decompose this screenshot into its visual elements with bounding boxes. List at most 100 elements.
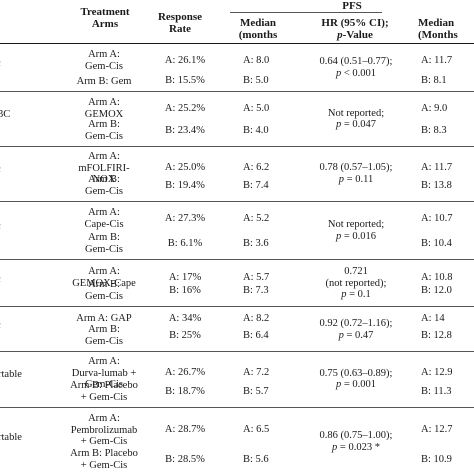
arm-a-label: GEMOX xyxy=(84,108,124,120)
pfs-median-b: B: 7.4 xyxy=(243,179,269,191)
arm-a-label: Arm A: xyxy=(88,207,120,218)
arm-b-label: Arm B: xyxy=(88,279,120,290)
row-label-fragment: rtable xyxy=(0,431,22,443)
response-rate-a: A: 26.7% xyxy=(164,367,206,379)
arm-b-label: + Gem-Cis xyxy=(80,391,128,403)
row-separator xyxy=(0,407,474,408)
hazard-ratio-line: p = 0.001 xyxy=(335,379,377,390)
pfs-median-b: B: 4.0 xyxy=(243,124,269,136)
treatment-arms-header-line1: Treatment xyxy=(80,6,130,18)
response-rate-b: B: 28.5% xyxy=(165,453,205,465)
pfs-median-a: A: 5.2 xyxy=(243,212,270,224)
arm-b-label: + Gem-Cis xyxy=(80,459,128,471)
row-label-fragment: c xyxy=(0,58,1,70)
pfs-median-a: A: 7.2 xyxy=(243,367,270,379)
arm-a-label: NOX xyxy=(92,174,116,185)
pfs-median-a: A: 5.0 xyxy=(243,102,270,114)
hazard-ratio-line: 0.721 xyxy=(344,266,368,278)
response-rate-a: A: 28.7% xyxy=(164,424,206,436)
hazard-ratio-line: (not reported); xyxy=(325,277,387,289)
response-rate-header-line2: Rate xyxy=(169,23,191,35)
os-median-b: B: 10.4 xyxy=(421,237,452,249)
arm-b-label: Gem-Cis xyxy=(85,335,123,347)
row-label-fragment: c xyxy=(0,320,1,332)
response-rate-a: A: 17% xyxy=(168,271,202,283)
arm-b-label: Gem-Cis xyxy=(85,243,123,255)
hazard-ratio-line: Not reported; xyxy=(327,107,385,119)
row-label-fragment: c xyxy=(0,274,1,286)
hazard-ratio-line: Not reported; xyxy=(327,219,385,230)
arm-b-label: Gem-Cis xyxy=(85,290,123,302)
pfs-group-underline xyxy=(230,12,382,13)
response-rate-b: B: 16% xyxy=(169,284,201,296)
os-median-b: B: 8.3 xyxy=(421,124,447,136)
hazard-ratio-line: p = 0.11 xyxy=(338,173,374,185)
arm-a-label: Arm A: xyxy=(88,97,120,108)
response-rate-b: B: 25% xyxy=(169,329,201,341)
arm-b-label: Arm B: xyxy=(88,232,120,243)
arm-a-label: Arm A: xyxy=(88,49,120,60)
os-median-header-line2: (Months xyxy=(418,29,458,41)
hazard-ratio-line: p = 0.1 xyxy=(341,289,371,301)
os-median-header-line1: Median xyxy=(418,17,455,29)
arm-b-label: Arm B: Placebo xyxy=(70,380,138,391)
os-median-a: A: 10.7 xyxy=(421,212,453,224)
row-separator xyxy=(0,146,474,147)
arm-a-label: mFOLFIRI- xyxy=(78,162,130,174)
hr-header-line1: HR (95% CI); xyxy=(321,17,389,29)
hazard-ratio-line: 0.75 (0.63–0.89); xyxy=(319,367,393,379)
response-rate-b: B: 18.7% xyxy=(165,385,205,397)
hazard-ratio-line: 0.92 (0.72–1.16); xyxy=(319,318,393,329)
os-median-b: B: 13.8 xyxy=(421,179,452,191)
os-median-a: A: 12.9 xyxy=(421,367,453,379)
pfs-median-b: B: 7.3 xyxy=(243,284,269,296)
row-label-fragment: c xyxy=(0,221,1,233)
pfs-median-a: A: 6.2 xyxy=(243,162,270,174)
arm-a-label: GEMOX-Cape xyxy=(72,277,136,289)
arm-a-label: Arm A: xyxy=(88,413,120,424)
row-label-fragment: 3C xyxy=(0,109,11,120)
response-rate-a: A: 25.0% xyxy=(164,162,206,174)
arm-b-label: Arm B: Gem xyxy=(76,75,132,87)
os-median-a: A: 11.7 xyxy=(421,162,453,174)
arm-a-label: Cape-Cis xyxy=(84,218,124,230)
arm-a-label: Arm A: xyxy=(88,151,120,162)
pfs-median-b: B: 6.4 xyxy=(243,329,269,341)
header-bottom-rule xyxy=(0,43,474,44)
hazard-ratio-line: p = 0.47 xyxy=(338,329,374,341)
pfs-median-b: B: 5.6 xyxy=(243,453,269,465)
arm-b-label: Arm B: xyxy=(88,324,120,335)
arm-b-label: Arm B: Placebo xyxy=(70,448,138,459)
os-median-b: B: 10.9 xyxy=(421,453,452,465)
hazard-ratio-line: p < 0.001 xyxy=(335,67,377,79)
pfs-median-a: A: 8.0 xyxy=(243,54,270,66)
pfs-median-a: A: 8.2 xyxy=(243,312,270,324)
arm-a-label: Durva-lumab + xyxy=(71,367,137,379)
pfs-median-b: B: 5.7 xyxy=(243,385,269,397)
arm-a-label: Gem-Cis xyxy=(85,379,123,390)
row-separator xyxy=(0,91,474,92)
arm-a-label: Arm A: GAP xyxy=(76,313,132,324)
pfs-median-header-line2: (months xyxy=(238,29,278,41)
pfs-median-b: B: 5.0 xyxy=(243,75,269,87)
hazard-ratio-line: 0.64 (0.51–0.77); xyxy=(319,56,393,67)
arm-b-label: Arm B: xyxy=(88,119,120,130)
response-rate-a: A: 27.3% xyxy=(164,212,206,224)
response-rate-a: A: 34% xyxy=(168,312,202,324)
response-rate-header-line1: Response xyxy=(157,11,202,23)
os-median-b: B: 12.0 xyxy=(421,284,452,296)
os-median-b: B: 11.3 xyxy=(421,385,452,397)
hazard-ratio-line: p = 0.016 xyxy=(335,230,377,242)
row-label-fragment: c xyxy=(0,164,1,176)
os-median-a: A: 10.8 xyxy=(421,271,453,283)
row-separator xyxy=(0,201,474,202)
response-rate-b: B: 19.4% xyxy=(165,179,205,191)
hazard-ratio-line: 0.78 (0.57–1.05); xyxy=(319,162,393,173)
os-median-a: A: 14 xyxy=(421,312,445,324)
pfs-median-header-line1: Median xyxy=(239,17,277,29)
pfs-group-header: PFS xyxy=(342,0,362,12)
row-separator xyxy=(0,306,474,307)
row-label-fragment: rtable xyxy=(0,369,22,380)
response-rate-b: B: 23.4% xyxy=(165,124,205,136)
hazard-ratio-line: 0.86 (0.75–1.00); xyxy=(319,430,393,441)
